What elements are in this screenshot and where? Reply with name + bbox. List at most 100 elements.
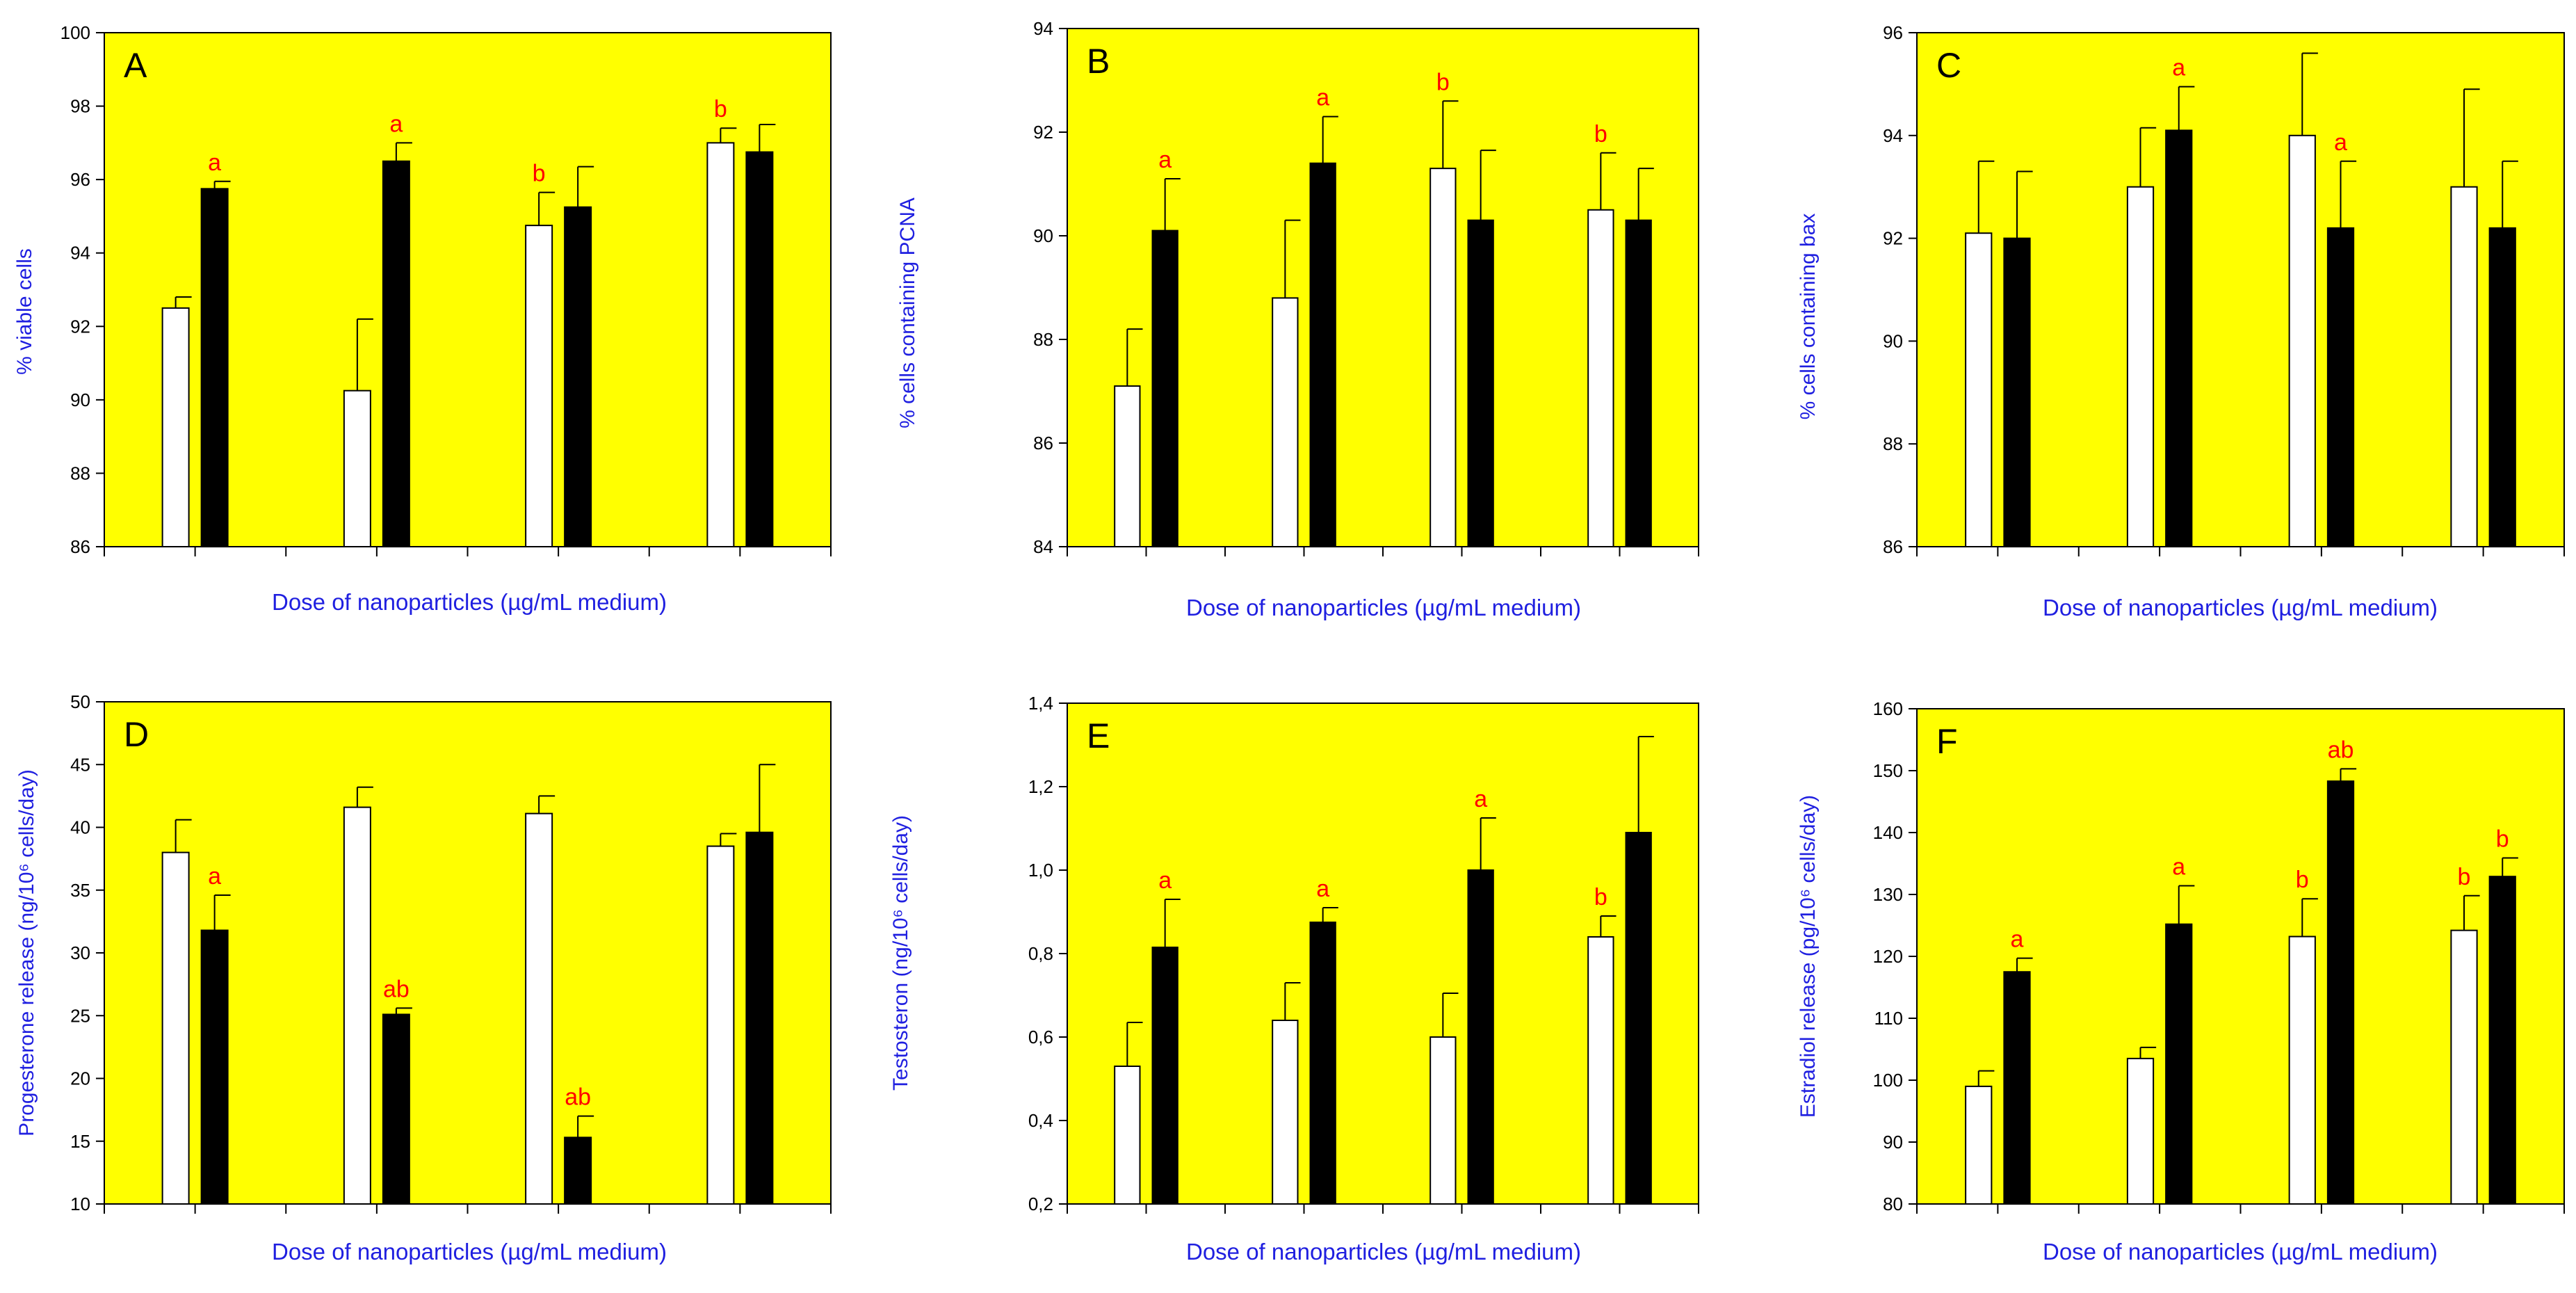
significance-label: a xyxy=(1316,876,1329,902)
y-tick-label: 88 xyxy=(70,463,90,483)
y-tick-label: 94 xyxy=(1033,18,1053,39)
y-tick-label: 100 xyxy=(60,22,90,43)
significance-label: b xyxy=(2458,864,2471,890)
bar-white xyxy=(1272,1020,1299,1205)
bar-white xyxy=(2288,935,2316,1205)
bar-white xyxy=(161,851,190,1205)
bar-black xyxy=(382,160,410,547)
bar-white xyxy=(1114,1066,1141,1205)
bar-black xyxy=(1625,219,1652,547)
significance-label: a xyxy=(2334,129,2347,156)
y-tick-label: 92 xyxy=(70,316,90,337)
bar-black xyxy=(745,831,774,1205)
y-axis-label: Progesterone release (ng/10⁶ cells/day) xyxy=(15,769,38,1137)
bar-white xyxy=(2450,186,2478,547)
y-axis-label: Estradiol release (pg/10⁶ cells/day) xyxy=(1797,795,1820,1118)
significance-label: b xyxy=(1594,121,1607,147)
panel-E: 0,2 0,4 0,6 0,8 1,0 1,2 1,4 b a a a E Dose of nanopa… xyxy=(889,693,1699,1264)
y-tick-label: 40 xyxy=(70,817,90,838)
x-axis-label: Dose of nanoparticles (µg/mL medium) xyxy=(2043,1239,2438,1264)
panel-letter: B xyxy=(1087,42,1110,81)
y-tick-label: 1,2 xyxy=(1028,776,1053,797)
significance-label: a xyxy=(1158,867,1172,894)
bar-white xyxy=(1114,385,1141,547)
y-tick-label: 10 xyxy=(70,1194,90,1214)
bar-black xyxy=(1151,947,1178,1205)
bar-black xyxy=(2165,129,2193,548)
significance-label: b xyxy=(2496,826,2509,852)
bar-white xyxy=(2450,929,2478,1205)
significance-label: a xyxy=(2172,55,2185,81)
bar-white xyxy=(1587,209,1614,547)
y-tick-label: 1,4 xyxy=(1028,693,1053,714)
bar-black xyxy=(1151,230,1178,547)
significance-label: a xyxy=(2011,926,2024,953)
bar-black xyxy=(2326,780,2355,1205)
bar-black xyxy=(1467,869,1494,1205)
y-tick-label: 0,2 xyxy=(1028,1194,1053,1214)
bar-white xyxy=(706,142,735,548)
y-tick-label: 94 xyxy=(1883,125,1903,146)
panel-letter: A xyxy=(124,46,147,85)
y-tick-label: 110 xyxy=(1874,1008,1903,1029)
panel-A: 86 88 90 92 94 96 98 100 b b a a A Dose of nanopartic… xyxy=(13,22,832,615)
bar-white xyxy=(525,812,553,1205)
y-axis-label: % viable cells xyxy=(13,248,36,375)
significance-label: ab xyxy=(2328,737,2354,763)
y-tick-label: 150 xyxy=(1873,760,1903,781)
bar-white xyxy=(1429,1036,1457,1205)
x-axis-label: Dose of nanoparticles (µg/mL medium) xyxy=(272,589,667,615)
y-tick-label: 80 xyxy=(1883,1194,1903,1214)
y-tick-label: 20 xyxy=(70,1068,90,1089)
y-tick-label: 98 xyxy=(70,96,90,117)
bar-black xyxy=(1309,922,1336,1205)
bar-black xyxy=(745,151,774,547)
panel-letter: F xyxy=(1936,722,1958,761)
y-tick-label: 50 xyxy=(70,691,90,712)
bar-white xyxy=(161,307,190,547)
y-axis-label: % cells containing PCNA xyxy=(896,198,919,428)
y-tick-label: 96 xyxy=(70,169,90,190)
bar-white xyxy=(1272,297,1299,547)
y-tick-label: 94 xyxy=(70,243,90,264)
y-tick-label: 1,0 xyxy=(1028,860,1053,881)
y-tick-label: 15 xyxy=(70,1131,90,1152)
bar-black xyxy=(2488,227,2516,547)
bar-white xyxy=(2126,186,2155,547)
y-tick-label: 90 xyxy=(70,389,90,410)
y-tick-label: 88 xyxy=(1883,433,1903,454)
significance-label: a xyxy=(2172,854,2185,881)
bar-white xyxy=(1965,1085,1993,1205)
bar-white xyxy=(1965,232,1993,547)
y-tick-label: 30 xyxy=(70,942,90,963)
y-tick-label: 90 xyxy=(1883,1132,1903,1153)
y-tick-label: 86 xyxy=(1033,433,1053,453)
y-tick-label: 0,6 xyxy=(1028,1027,1053,1047)
bar-black xyxy=(1467,219,1494,547)
x-axis-label: Dose of nanoparticles (µg/mL medium) xyxy=(2043,595,2438,620)
bar-white xyxy=(343,806,371,1205)
bar-black xyxy=(1309,162,1336,547)
panel-letter: D xyxy=(124,715,149,754)
bar-black xyxy=(2165,923,2193,1205)
significance-label: a xyxy=(1316,85,1329,111)
bar-black xyxy=(2326,227,2355,547)
bar-white xyxy=(2126,1057,2155,1205)
panel-letter: E xyxy=(1087,716,1110,755)
significance-label: ab xyxy=(565,1084,591,1111)
bar-black xyxy=(564,1137,592,1205)
bar-black xyxy=(2003,237,2031,547)
significance-label: a xyxy=(208,150,221,176)
significance-label: a xyxy=(389,111,403,137)
y-tick-label: 35 xyxy=(70,880,90,901)
bar-black xyxy=(200,929,229,1205)
y-tick-label: 140 xyxy=(1873,822,1903,843)
significance-label: a xyxy=(1474,786,1487,812)
bar-white xyxy=(1587,936,1614,1205)
y-tick-label: 90 xyxy=(1883,330,1903,351)
x-axis-label: Dose of nanoparticles (µg/mL medium) xyxy=(272,1239,667,1264)
significance-label: a xyxy=(208,863,221,890)
significance-label: b xyxy=(1594,884,1607,910)
